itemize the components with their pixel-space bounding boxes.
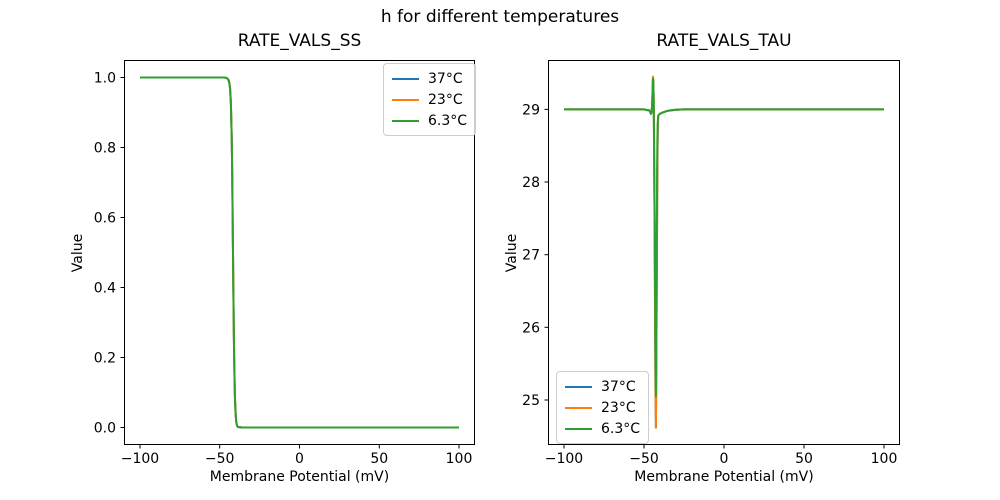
y-tick-label: 29 xyxy=(522,102,540,118)
axes-rate-vals-tau: −100 −50 0 50 100 25 26 27 28 29 xyxy=(522,60,900,467)
legend-line-sample xyxy=(392,98,419,101)
x-tick-label: 0 xyxy=(720,451,729,467)
x-tick-label: 100 xyxy=(871,451,898,467)
y-tick-label: 26 xyxy=(522,320,540,336)
axes-rate-vals-ss: −100 −50 0 50 100 0.0 0.2 0.4 0.6 0.8 1.0 xyxy=(94,60,475,467)
legend-item: 23°C xyxy=(565,397,640,418)
legend-item: 6.3°C xyxy=(392,110,467,131)
legend-line-sample xyxy=(392,119,419,122)
x-axis-label-tau: Membrane Potential (mV) xyxy=(634,469,814,485)
legend-line-sample xyxy=(565,385,592,388)
y-tick-label: 0.4 xyxy=(94,281,116,297)
y-tick-label: 28 xyxy=(522,175,540,191)
legend-item: 6.3°C xyxy=(565,418,640,439)
legend-line-sample xyxy=(565,406,592,409)
title-rate-vals-ss: RATE_VALS_SS xyxy=(237,31,362,51)
x-axis-label-ss: Membrane Potential (mV) xyxy=(209,469,390,485)
legend-ss: 37°C 23°C 6.3°C xyxy=(383,63,477,136)
axes-spines xyxy=(548,60,900,445)
legend-label: 23°C xyxy=(601,399,636,416)
x-tick-label: 100 xyxy=(446,451,473,467)
y-tick-label: 0.2 xyxy=(94,351,116,367)
legend-item: 37°C xyxy=(565,376,640,397)
series-line-6.3°C xyxy=(564,77,884,398)
x-tick-label: −100 xyxy=(545,451,583,467)
y-tick-label: 0.6 xyxy=(94,211,116,227)
x-tick-label: −50 xyxy=(629,451,659,467)
legend-label: 6.3°C xyxy=(428,112,468,129)
legend-item: 23°C xyxy=(392,89,467,110)
y-axis-label-tau: Value xyxy=(504,233,520,273)
y-tick-label: 1.0 xyxy=(94,71,116,87)
series-line-6.3°C xyxy=(140,76,459,429)
y-tick-label: 27 xyxy=(522,248,540,264)
axes-spines xyxy=(124,60,475,445)
y-tick-label: 0.0 xyxy=(94,421,116,437)
x-tick-label: 50 xyxy=(370,451,388,467)
legend-item: 37°C xyxy=(392,68,467,89)
legend-label: 37°C xyxy=(601,378,636,395)
x-tick-label: −100 xyxy=(121,451,159,467)
legend-label: 37°C xyxy=(428,70,463,87)
legend-label: 23°C xyxy=(428,91,463,108)
y-tick-label: 0.8 xyxy=(94,141,116,157)
legend-line-sample xyxy=(565,427,592,430)
legend-line-sample xyxy=(392,77,419,80)
figure-title: h for different temperatures xyxy=(380,7,620,27)
title-rate-vals-tau: RATE_VALS_TAU xyxy=(656,31,792,51)
x-tick-label: 0 xyxy=(295,451,304,467)
x-tick-label: 50 xyxy=(795,451,813,467)
x-tick-label: −50 xyxy=(205,451,235,467)
y-axis-label-ss: Value xyxy=(70,233,86,273)
y-tick-label: 25 xyxy=(522,393,540,409)
legend-label: 6.3°C xyxy=(601,420,641,437)
legend-tau: 37°C 23°C 6.3°C xyxy=(556,371,650,444)
